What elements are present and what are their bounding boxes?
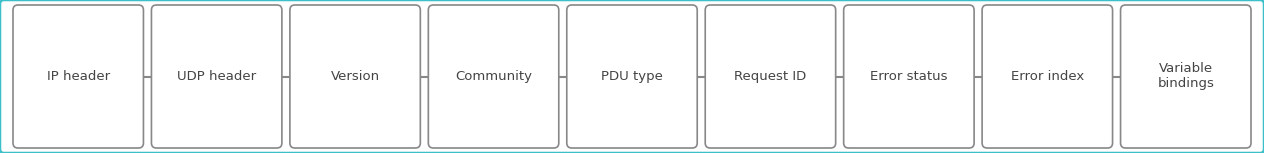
Text: Error status: Error status <box>870 70 948 83</box>
Text: Version: Version <box>331 70 379 83</box>
FancyBboxPatch shape <box>13 5 143 148</box>
FancyBboxPatch shape <box>428 5 559 148</box>
Text: PDU type: PDU type <box>602 70 662 83</box>
Text: Request ID: Request ID <box>734 70 806 83</box>
FancyBboxPatch shape <box>843 5 975 148</box>
FancyBboxPatch shape <box>289 5 421 148</box>
Text: Error index: Error index <box>1011 70 1085 83</box>
Text: Community: Community <box>455 70 532 83</box>
FancyBboxPatch shape <box>152 5 282 148</box>
Text: IP header: IP header <box>47 70 110 83</box>
FancyBboxPatch shape <box>705 5 836 148</box>
Text: UDP header: UDP header <box>177 70 257 83</box>
FancyBboxPatch shape <box>982 5 1112 148</box>
FancyBboxPatch shape <box>1121 5 1251 148</box>
FancyBboxPatch shape <box>566 5 698 148</box>
Text: Variable
bindings: Variable bindings <box>1158 62 1215 91</box>
